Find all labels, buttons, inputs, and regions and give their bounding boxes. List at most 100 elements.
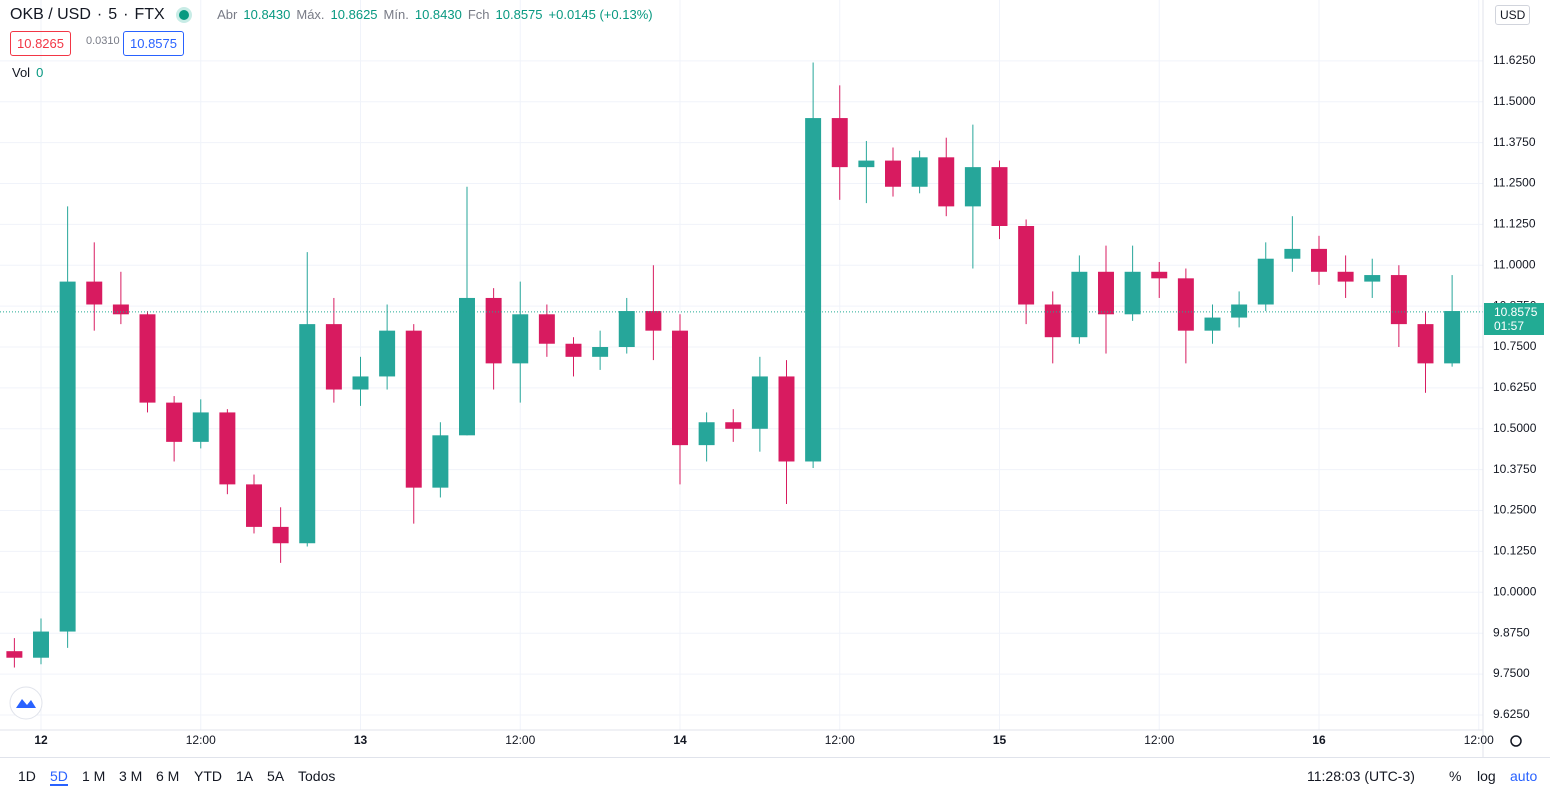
candle-body <box>698 422 715 446</box>
range-button[interactable]: YTD <box>194 768 222 784</box>
value: 10.8625 <box>330 7 378 22</box>
label: Mín. <box>383 7 409 22</box>
y-tick-label: 11.0000 <box>1493 257 1536 271</box>
candle-body <box>379 330 396 377</box>
range-button[interactable]: 5A <box>267 768 285 784</box>
candle-body <box>1390 275 1407 325</box>
range-button[interactable]: 1 M <box>82 768 106 784</box>
candle-body <box>1098 271 1114 315</box>
interval[interactable]: 5 <box>108 6 118 23</box>
candle-body <box>805 118 822 462</box>
candle-body <box>938 157 955 207</box>
x-tick-label: 12:00 <box>186 733 216 747</box>
clock: 11:28:03 (UTC-3) <box>1307 768 1415 784</box>
x-tick-label: 16 <box>1312 733 1326 747</box>
candle-body <box>352 376 369 390</box>
candle-body <box>1018 225 1035 305</box>
bid[interactable]: 10.8265 <box>10 31 71 56</box>
axes: 9.6250 9.7500 9.8750 10.0000 10.1250 10.2500 1… <box>34 53 1536 747</box>
candle-body <box>246 484 262 527</box>
candle-body <box>618 311 635 348</box>
y-tick-label: 11.3750 <box>1493 135 1536 149</box>
auto-toggle[interactable]: auto <box>1510 768 1538 784</box>
y-tick-label: 10.1250 <box>1493 544 1537 558</box>
range-button[interactable]: Todos <box>298 768 336 784</box>
candle-body <box>459 297 475 436</box>
ask[interactable]: 10.8575 <box>123 31 184 56</box>
candle-body <box>219 412 236 485</box>
range-button[interactable]: 5D <box>50 768 68 786</box>
candle-body <box>565 343 582 357</box>
exchange: FTX <box>134 6 165 23</box>
candle-body <box>831 118 848 168</box>
log-toggle[interactable]: log <box>1477 768 1496 784</box>
candle-body <box>1231 304 1248 318</box>
candle-body <box>538 314 555 344</box>
candle-body <box>1204 317 1221 331</box>
y-tick-label: 9.8750 <box>1493 625 1530 639</box>
candle-body <box>299 324 316 544</box>
value: 10.8575 <box>495 7 543 22</box>
candle-body <box>885 160 901 187</box>
candle-body <box>1124 271 1141 315</box>
candle-body <box>192 412 209 442</box>
y-tick-label: 11.2500 <box>1493 176 1536 190</box>
currency-select[interactable]: USD <box>1495 5 1531 25</box>
ohlc: Abr 10.8430 Máx. 10.8625 Mín. 10.8430 Fch 10.85… <box>217 7 658 22</box>
y-tick-label: 10.6250 <box>1493 380 1537 394</box>
candle-body <box>1444 311 1461 364</box>
y-tick-label: 10.0000 <box>1493 584 1537 598</box>
candles <box>0 62 1483 668</box>
y-tick-label: 10.5000 <box>1493 421 1537 435</box>
candle-body <box>964 167 981 207</box>
x-tick-label: 15 <box>993 733 1007 747</box>
x-tick-label: 12:00 <box>1464 733 1494 747</box>
bottom-toolbar: 11:28:03 (UTC-3) % log auto 1D 5D 1 M 3 M 6 … <box>0 757 1550 796</box>
x-tick-label: 12:00 <box>1144 733 1174 747</box>
candle-body <box>272 526 289 544</box>
candle-body <box>512 314 529 364</box>
candle-body <box>59 281 76 632</box>
range-button[interactable]: 1D <box>18 768 36 784</box>
y-tick-label: 9.6250 <box>1493 707 1530 721</box>
label: Fch <box>467 7 490 22</box>
y-tick-label: 10.7500 <box>1493 339 1537 353</box>
range-button[interactable]: 1A <box>236 768 254 784</box>
candle-body <box>33 631 49 658</box>
candle-body <box>778 376 795 462</box>
percent-toggle[interactable]: % <box>1449 768 1462 784</box>
candle-body <box>485 297 502 364</box>
candle-body <box>1364 275 1381 282</box>
label: Abr <box>217 7 238 22</box>
candle-body <box>858 160 875 168</box>
y-tick-label: 11.1250 <box>1493 217 1536 231</box>
last-price: 10.8575 <box>1494 304 1538 319</box>
symbol[interactable]: OKB / USD <box>10 6 91 23</box>
candle-body <box>139 314 156 403</box>
candle-body <box>86 281 103 305</box>
candle-body <box>1177 278 1194 331</box>
candle-body <box>911 157 928 187</box>
price-axis-panel <box>1483 0 1550 757</box>
logo-icon <box>16 699 36 708</box>
x-tick-label: 13 <box>354 733 368 747</box>
range-button[interactable]: 6 M <box>156 768 180 784</box>
candle-body <box>1311 248 1327 272</box>
label: Vol <box>12 65 31 80</box>
last-price-label: 10.8575 01:57 <box>1484 302 1544 335</box>
logo[interactable] <box>9 686 43 720</box>
y-tick-label: 10.2500 <box>1493 503 1537 517</box>
x-tick-label: 12:00 <box>825 733 855 747</box>
candle-body <box>1337 271 1354 282</box>
range-button[interactable]: 3 M <box>119 768 143 784</box>
value: 10.8430 <box>243 7 291 22</box>
candle-body <box>6 651 23 658</box>
y-tick-label: 11.5000 <box>1493 94 1536 108</box>
candle-body <box>672 330 688 446</box>
candle-body <box>1071 271 1088 338</box>
settings-icon[interactable] <box>1510 735 1522 747</box>
candle-body <box>405 330 422 488</box>
y-tick-label: 10.3750 <box>1493 462 1537 476</box>
